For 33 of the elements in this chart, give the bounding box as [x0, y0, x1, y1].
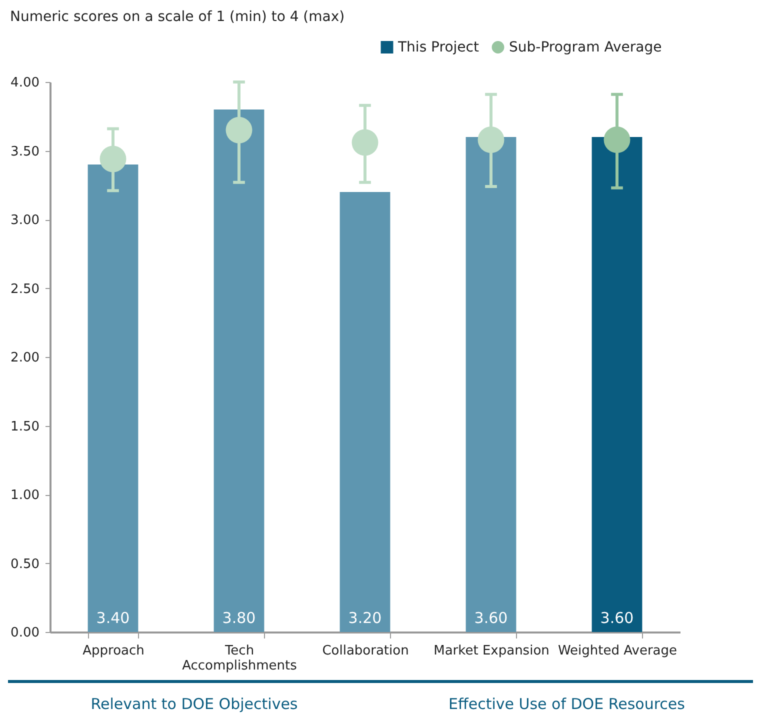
chart-title: Numeric scores on a scale of 1 (min) to 4 (max) [10, 9, 345, 25]
x-tick-label: Collaboration [322, 644, 409, 658]
y-tick-label: 0.50 [10, 556, 40, 572]
x-tick-label: Tech Accomplishments [182, 644, 298, 674]
y-tick-label: 1.00 [10, 488, 40, 503]
legend-label: This Project [397, 39, 480, 56]
y-tick-label: 2.50 [10, 282, 40, 297]
y-tick-label: 2.00 [10, 350, 40, 366]
x-tick-label: Market Expansion [434, 644, 550, 658]
bar [592, 137, 642, 632]
y-tick-label: 3.00 [10, 213, 40, 228]
point [478, 126, 504, 153]
data-label: 3.80 [222, 609, 256, 627]
point [226, 116, 252, 144]
bar [466, 137, 516, 632]
bar [340, 192, 390, 632]
x-tick-label: Approach [82, 644, 144, 658]
bar [214, 110, 264, 632]
point [100, 146, 126, 172]
point [604, 126, 630, 153]
data-label: 3.60 [600, 609, 634, 627]
data-label: 3.40 [96, 609, 130, 627]
y-tick-label: 3.50 [10, 144, 40, 160]
legend-label: Sub-Program Average [509, 39, 662, 56]
divider: Relevant to DOE Objectives Effective Use of DOE Resources [8, 680, 753, 713]
data-label: 3.60 [474, 609, 508, 627]
y-tick-label: 1.50 [10, 419, 40, 434]
x-tick-label: Weighted Average [558, 644, 678, 658]
y-tick-label: 0.00 [10, 626, 40, 640]
bar [88, 164, 138, 632]
y-tick-label: 4.00 [10, 76, 40, 90]
point [352, 129, 378, 156]
data-label: 3.20 [348, 609, 382, 627]
